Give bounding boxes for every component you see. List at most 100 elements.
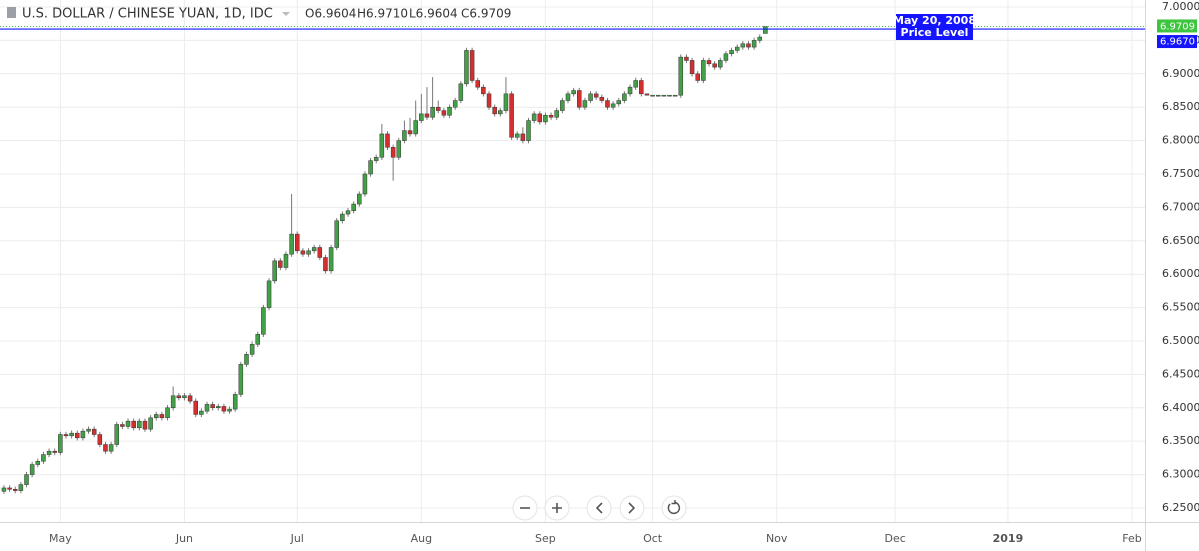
candle-body [447,106,452,116]
y-tick-label: 6.5500 [1162,301,1199,314]
candle-body [650,94,655,97]
candle-body [424,113,430,118]
x-tick-label: Dec [884,532,905,545]
candle-body [63,434,69,437]
y-tick-label: 6.4000 [1162,401,1199,414]
candle-body [379,133,385,158]
candle-body [396,140,402,158]
candle-body [751,40,757,48]
candle-body [571,90,576,95]
y-tick-label: 6.9000 [1162,67,1199,80]
candle-body [210,404,215,409]
candle-body [294,233,300,252]
candle-body [278,260,283,268]
candle-body [266,280,272,308]
candle-body [103,444,108,452]
y-tick-label: 6.6000 [1162,267,1199,280]
candle-body [469,50,475,81]
candle-body [695,73,700,81]
candle-body [582,100,588,108]
candle-body [441,110,447,116]
scroll-right-button[interactable] [619,495,645,521]
candle-body [137,420,142,429]
ohlc-legend: O6.9604 H6.9710 L6.9604 C6.9709 [305,7,511,21]
x-tick-label: May [49,532,72,545]
candle-body [639,80,644,95]
candle-body [272,260,277,282]
candle-body [204,404,210,412]
candle-body [565,93,571,101]
candle-body [655,94,661,97]
candle-body [385,133,390,148]
y-tick-label: 6.5000 [1162,334,1199,347]
candle-body [357,193,362,205]
candle-body [193,400,198,415]
dropdown-icon[interactable] [282,12,290,16]
candle-body [734,46,740,51]
x-tick-label: 2019 [993,532,1024,545]
candle-body [633,80,638,88]
candle-body [436,106,441,111]
candle-body [644,93,650,96]
y-tick-label: 6.7000 [1162,200,1199,213]
candle-body [345,210,351,215]
candle-body [216,406,221,409]
scroll-left-button[interactable] [586,495,612,521]
candle-body [610,103,616,108]
annotation-text: May 20, 2008 [893,14,976,27]
candle-body [723,53,729,61]
reset-button[interactable] [661,495,687,521]
candle-body [514,133,520,138]
candle-body [689,60,695,75]
candle-body [718,60,723,68]
candle-body [362,173,368,195]
candle-body [554,110,559,118]
candle-body [159,414,165,419]
price-level-box [1157,35,1197,49]
candle-body [368,160,373,175]
candle-body [373,157,379,161]
y-tick-label: 6.3000 [1162,468,1199,481]
candle-body [221,406,227,412]
x-tick-label: Aug [411,532,432,545]
x-tick-label: Nov [766,532,788,545]
candle-body [560,100,565,111]
candle-body [80,430,86,439]
candle-body [622,93,627,101]
y-tick-label: 6.8000 [1162,134,1199,147]
candle-body [125,420,131,427]
candle-body [131,420,136,429]
candle-body [706,60,712,65]
candle-body [701,60,706,81]
candle-body [120,424,125,427]
x-tick-label: Feb [1122,532,1141,545]
candle-body [740,43,746,48]
candle-body [18,484,24,491]
candle-body [520,133,526,141]
y-tick-label: 7.0000 [1162,0,1199,13]
candle-body [7,487,12,490]
candle-body [684,56,689,61]
candle-body [24,474,29,485]
candle-body [29,464,35,475]
icon [667,500,681,515]
chart-title: U.S. DOLLAR / CHINESE YUAN, 1D, IDC [22,7,273,22]
icon [552,503,562,513]
candle-body [509,93,514,138]
candle-body [413,120,418,135]
icon [595,502,603,514]
x-tick-label: Jun [175,532,193,545]
candle-body [41,454,46,462]
candle-body [261,307,266,335]
candle-body [86,428,91,432]
candle-body [763,26,768,34]
candle-body [627,86,633,95]
candle-body [328,247,334,272]
candle-body [311,247,317,252]
price-level-label: 6.9670 [1160,37,1195,48]
candle-body [153,414,159,419]
candle-body [531,113,537,121]
candle-body [165,407,170,419]
